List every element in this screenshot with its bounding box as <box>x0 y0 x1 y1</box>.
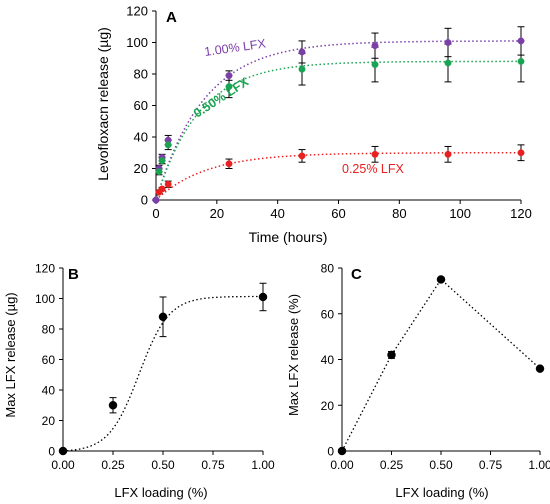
data-point <box>371 42 379 50</box>
panel-c-x-axis-label: LFX loading (%) <box>395 485 488 500</box>
data-point <box>298 48 306 56</box>
panel-a-points <box>152 37 525 204</box>
y-tick-label: 0 <box>48 445 55 459</box>
panel-b-x-axis-label: LFX loading (%) <box>114 485 207 500</box>
panel-b-points <box>58 292 268 456</box>
panel-a-x-axis-label: Time (hours) <box>249 229 328 245</box>
x-tick-label: 0.50 <box>429 458 453 472</box>
y-tick-label: 120 <box>126 4 148 19</box>
y-tick-label: 60 <box>134 98 148 113</box>
panel-b-x-ticks: 0.00 0.25 0.50 0.75 1.00 <box>51 451 275 472</box>
panel-a-y-axis-label: Levofloxacn release (µg) <box>95 27 111 181</box>
panel-a-label: A <box>166 9 177 26</box>
x-tick-label: 1.00 <box>251 458 275 472</box>
panel-c-x-ticks: 0.00 0.25 0.50 0.75 1.00 <box>330 451 550 472</box>
panel-b-y-ticks: 0 20 40 60 80 100 120 <box>35 262 63 459</box>
x-tick-label: 0.00 <box>330 458 354 472</box>
data-point <box>517 149 525 157</box>
panel-a: 0 20 40 60 80 100 120 0 20 40 60 80 100 120 A Time (… <box>95 4 532 246</box>
data-point <box>444 150 452 158</box>
data-point <box>158 185 166 193</box>
fit-curve <box>155 40 521 201</box>
y-tick-label: 0 <box>327 445 334 459</box>
data-point <box>298 65 306 73</box>
y-tick-label: 80 <box>42 323 56 337</box>
y-tick-label: 100 <box>126 35 148 50</box>
data-point <box>158 157 166 165</box>
panel-a-x-ticks: 0 20 40 60 80 100 120 <box>152 200 532 221</box>
y-tick-label: 80 <box>134 67 148 82</box>
panel-c: 0 20 40 60 80 0.00 0.25 0.50 0.75 1.00 C LFX loa… <box>286 262 550 501</box>
data-point <box>337 446 347 456</box>
x-tick-label: 0.25 <box>380 458 404 472</box>
panel-c-points <box>337 275 545 456</box>
data-point <box>298 152 306 160</box>
y-tick-label: 0 <box>141 193 148 208</box>
x-tick-label: 60 <box>331 206 345 221</box>
x-tick-label: 100 <box>449 206 471 221</box>
data-point <box>535 364 545 373</box>
data-point <box>155 168 163 176</box>
fit-curve <box>155 60 521 201</box>
y-tick-label: 100 <box>35 292 55 306</box>
panel-b-label: B <box>68 266 79 283</box>
data-point <box>164 141 172 149</box>
y-tick-label: 20 <box>42 414 56 428</box>
fit-curve <box>155 152 521 201</box>
data-point <box>517 57 525 65</box>
y-tick-label: 80 <box>321 262 335 276</box>
data-point <box>225 160 233 168</box>
data-point <box>444 59 452 67</box>
x-tick-label: 0.00 <box>51 458 75 472</box>
x-tick-label: 0.75 <box>479 458 503 472</box>
panel-b-y-axis-label: Max LFX release (µg) <box>3 292 18 417</box>
x-tick-label: 20 <box>210 206 224 221</box>
x-tick-label: 120 <box>510 206 532 221</box>
panel-c-axes <box>341 268 540 452</box>
x-tick-label: 0.50 <box>151 458 175 472</box>
panel-c-y-axis-label: Max LFX release (%) <box>286 294 301 416</box>
x-tick-label: 0 <box>152 206 159 221</box>
data-point <box>158 312 168 322</box>
y-tick-label: 120 <box>35 262 55 276</box>
series-label-0-25-lfx: 0.25% LFX <box>342 162 405 176</box>
x-tick-label: 0.25 <box>101 458 125 472</box>
data-point <box>387 350 396 360</box>
y-tick-label: 20 <box>134 161 148 176</box>
origin-marker <box>152 196 160 204</box>
x-tick-label: 80 <box>392 206 406 221</box>
panel-a-fit-curves <box>155 40 521 201</box>
data-point <box>164 180 172 188</box>
data-point <box>225 83 233 91</box>
panel-b-axes <box>62 268 263 452</box>
data-point <box>517 37 525 45</box>
y-tick-label: 60 <box>321 307 335 321</box>
data-point <box>444 39 452 46</box>
panel-a-y-ticks: 0 20 40 60 80 100 120 <box>126 4 156 208</box>
x-tick-label: 40 <box>270 206 284 221</box>
data-point <box>371 61 379 69</box>
data-point <box>108 401 118 410</box>
data-point <box>436 275 446 284</box>
data-point <box>58 446 68 456</box>
x-tick-label: 0.75 <box>201 458 225 472</box>
y-tick-label: 40 <box>321 353 335 367</box>
y-tick-label: 20 <box>321 399 335 413</box>
y-tick-label: 40 <box>134 130 148 145</box>
y-tick-label: 40 <box>42 384 56 398</box>
series-label-1-00-lfx: 1.00% LFX <box>203 36 267 59</box>
x-tick-label: 1.00 <box>528 458 550 472</box>
connecting-line <box>341 278 541 452</box>
panel-c-connecting-line <box>341 278 541 452</box>
panel-c-y-ticks: 0 20 40 60 80 <box>321 262 342 459</box>
panel-b-error-bars <box>109 282 267 414</box>
panel-b: 0 20 40 60 80 100 120 0.00 0.25 0.50 0.75 1.00 B L… <box>3 262 275 501</box>
panel-c-label: C <box>351 266 362 283</box>
data-point <box>371 150 379 158</box>
y-tick-label: 60 <box>42 353 56 367</box>
data-point <box>225 72 233 80</box>
data-point <box>258 292 268 302</box>
